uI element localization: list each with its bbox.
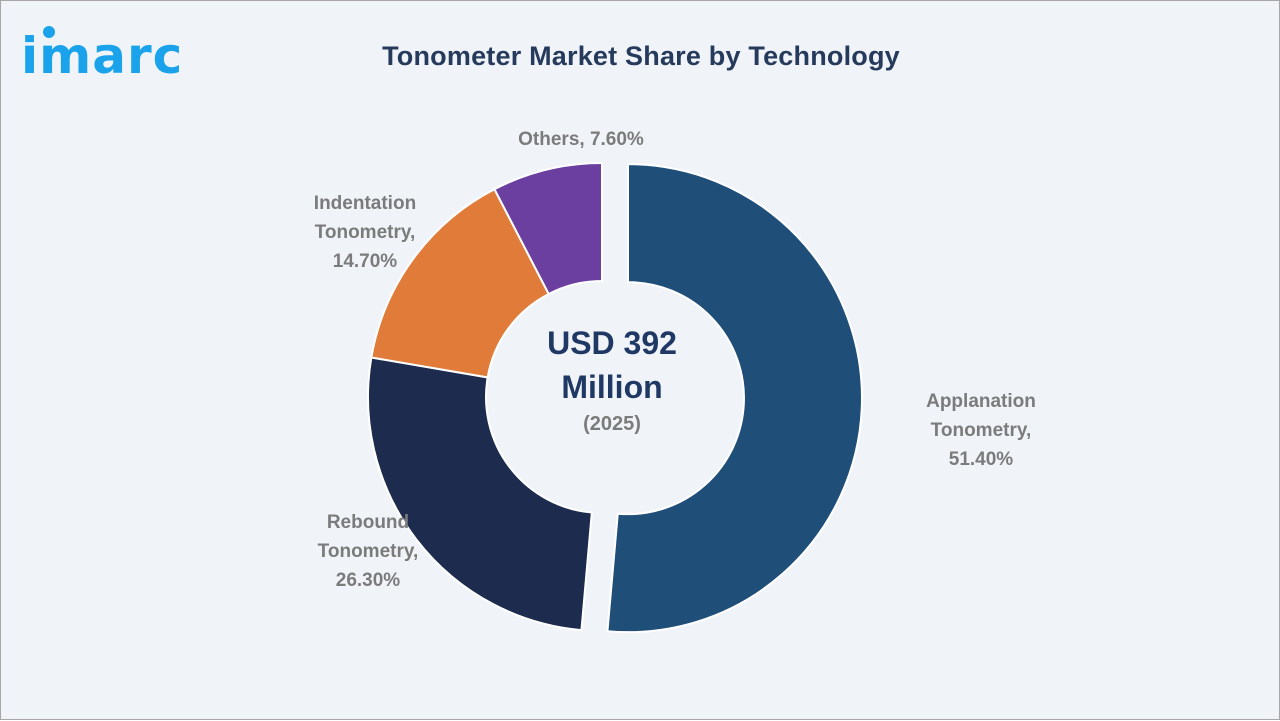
label-rebound: Rebound Tonometry, 26.30% <box>317 512 419 591</box>
donut-slice-indentation-tonometry <box>370 187 551 379</box>
label-indentation: Indentation Tonometry, 14.70% <box>313 193 417 272</box>
imarc-logo: imarc <box>21 26 183 81</box>
label-applanation: Applanation Tonometry, 51.40% <box>926 391 1036 470</box>
center-year: (2025) <box>583 413 641 435</box>
donut-slice-rebound-tonometry <box>367 356 593 632</box>
chart-title: Tonometer Market Share by Technology <box>382 41 900 71</box>
donut-slice-applanation-tonometry <box>606 163 863 634</box>
center-total-value: USD 392 Million <box>547 325 677 405</box>
donut-slice-others <box>493 161 603 296</box>
label-others: Others, 7.60% <box>518 129 644 150</box>
logo-text: imarc <box>21 27 183 81</box>
